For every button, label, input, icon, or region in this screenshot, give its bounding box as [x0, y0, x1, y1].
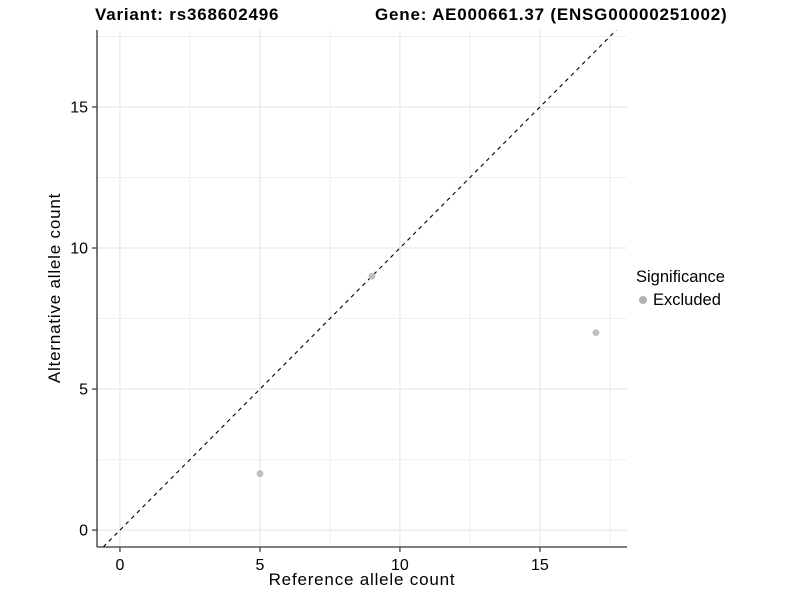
legend-title: Significance	[636, 268, 725, 286]
excluded-point-icon	[639, 296, 647, 304]
data-point	[592, 329, 600, 337]
legend: Significance Excluded	[636, 267, 725, 310]
y-tick-label: 0	[79, 523, 88, 540]
legend-item-excluded: Excluded	[636, 290, 725, 310]
gene-title: Gene: AE000661.37 (ENSG00000251002)	[375, 5, 728, 24]
data-point	[256, 470, 264, 478]
y-tick-label: 10	[70, 241, 88, 258]
x-axis-label: Reference allele count	[268, 570, 456, 589]
y-tick-label: 15	[70, 100, 88, 117]
legend-item-label: Excluded	[653, 291, 721, 309]
x-tick-label: 5	[255, 557, 264, 574]
data-point	[368, 272, 376, 280]
y-axis-label: Alternative allele count	[45, 192, 64, 384]
x-tick-label: 0	[116, 557, 125, 574]
identity-line	[102, 29, 617, 548]
x-tick-label: 10	[391, 557, 409, 574]
x-tick-label: 15	[531, 557, 549, 574]
y-tick-label: 5	[79, 382, 88, 399]
variant-title: Variant: rs368602496	[95, 5, 280, 24]
